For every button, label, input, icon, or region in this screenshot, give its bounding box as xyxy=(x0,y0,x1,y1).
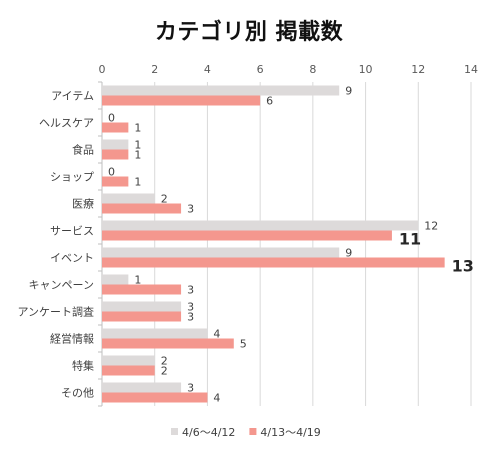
data-label: 13 xyxy=(452,257,474,276)
bar xyxy=(102,139,129,150)
category-label: アンケート調査 xyxy=(17,305,94,319)
data-label: 1 xyxy=(134,139,141,152)
legend-label: 4/6〜4/12 xyxy=(182,426,235,439)
x-tick-label: 4 xyxy=(204,63,211,76)
data-label: 11 xyxy=(399,230,421,249)
category-label: 医療 xyxy=(72,197,94,211)
data-label: 3 xyxy=(187,284,194,297)
data-label: 12 xyxy=(424,220,438,233)
bar xyxy=(102,122,129,133)
category-label: 特集 xyxy=(72,359,94,373)
x-tick-label: 14 xyxy=(464,63,478,76)
data-label: 1 xyxy=(134,176,141,189)
category-label: キャンペーン xyxy=(29,279,94,292)
bar xyxy=(102,247,340,258)
x-tick-label: 0 xyxy=(99,63,106,76)
data-label: 6 xyxy=(266,95,273,108)
data-label: 5 xyxy=(240,338,247,351)
data-label: 0 xyxy=(108,166,115,179)
bar xyxy=(102,311,182,322)
data-label: 0 xyxy=(108,112,115,125)
category-label: その他 xyxy=(61,387,94,400)
legend-swatch xyxy=(249,428,257,435)
data-label: 4 xyxy=(213,392,220,405)
data-label: 2 xyxy=(161,365,168,378)
category-label: 食品 xyxy=(72,143,94,157)
category-label: アイテム xyxy=(51,90,94,103)
bar xyxy=(102,355,155,366)
bar xyxy=(102,230,392,241)
data-label: 1 xyxy=(134,274,141,287)
bar xyxy=(102,392,208,403)
category-label: ショップ xyxy=(50,171,94,184)
data-label: 9 xyxy=(345,85,352,98)
x-tick-label: 10 xyxy=(359,63,373,76)
bar xyxy=(102,338,234,349)
bar xyxy=(102,257,445,268)
bar xyxy=(102,95,261,106)
chart-title: カテゴリ別 掲載数 xyxy=(154,20,344,45)
bar xyxy=(102,382,182,393)
legend-label: 4/13〜4/19 xyxy=(260,426,320,439)
data-label: 3 xyxy=(187,203,194,216)
bar xyxy=(102,284,182,295)
data-label: 9 xyxy=(345,247,352,260)
category-label: イベント xyxy=(50,252,94,265)
x-tick-label: 12 xyxy=(411,63,425,76)
data-label: 3 xyxy=(187,311,194,324)
bar xyxy=(102,193,155,204)
x-tick-label: 2 xyxy=(151,63,158,76)
bar xyxy=(102,301,182,312)
data-label: 2 xyxy=(161,355,168,368)
bar xyxy=(102,203,182,214)
data-label: 1 xyxy=(134,122,141,135)
bar xyxy=(102,274,129,285)
bar xyxy=(102,149,129,160)
bar xyxy=(102,176,129,187)
bar xyxy=(102,365,155,376)
bar xyxy=(102,85,340,96)
category-label: サービス xyxy=(50,225,94,238)
data-label: 3 xyxy=(187,382,194,395)
x-tick-label: 8 xyxy=(309,63,316,76)
data-label: 3 xyxy=(187,301,194,314)
data-label: 1 xyxy=(134,149,141,162)
data-label: 4 xyxy=(213,328,220,341)
bar xyxy=(102,220,419,231)
bar xyxy=(102,328,208,339)
category-label: 経営情報 xyxy=(50,332,94,346)
legend-swatch xyxy=(171,428,178,435)
category-label: ヘルスケア xyxy=(39,117,94,130)
x-tick-label: 6 xyxy=(257,63,264,76)
data-label: 2 xyxy=(161,193,168,206)
